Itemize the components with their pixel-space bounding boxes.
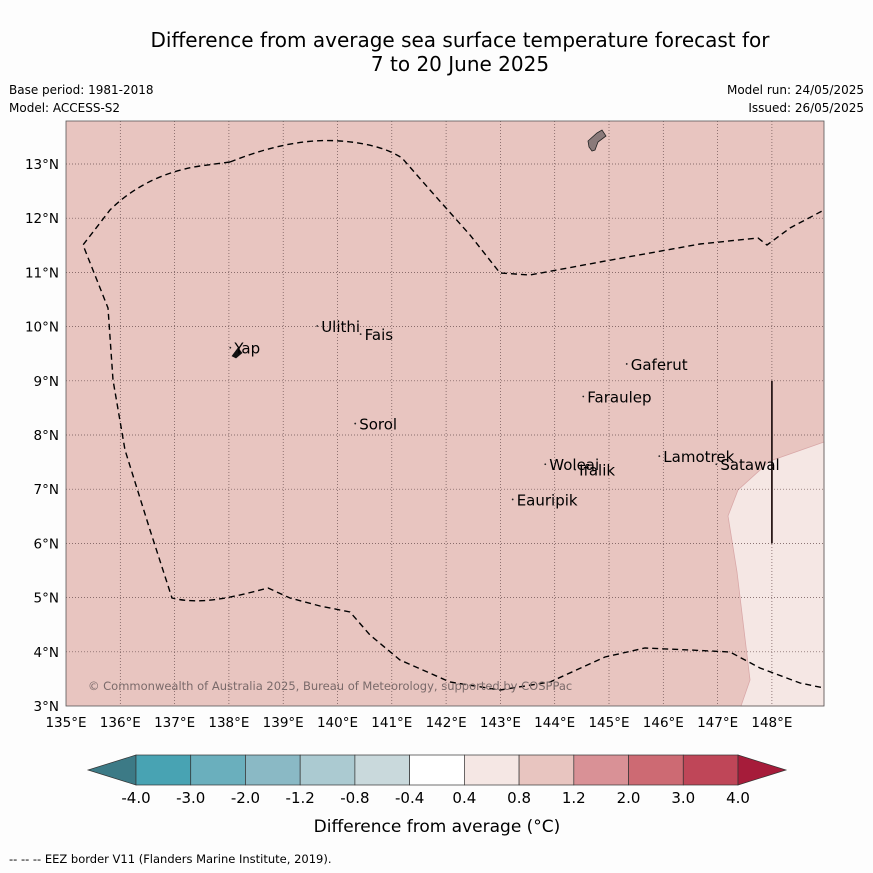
island-marker: [511, 498, 514, 501]
lon-tick-label: 146°E: [643, 715, 684, 731]
place-label-ifalik: Ifalik: [579, 462, 615, 480]
eez-footnote: -- -- -- EEZ border V11 (Flanders Marine…: [9, 852, 332, 866]
colorbar-bin: [299, 754, 356, 786]
lat-tick-label: 6°N: [34, 536, 59, 552]
island-marker: [316, 325, 319, 327]
colorbar-tick-label: 0.8: [507, 789, 531, 807]
lon-tick-label: 141°E: [371, 715, 412, 731]
lon-tick-label: 139°E: [263, 715, 304, 731]
meta-left: Base period: 1981-2018 Model: ACCESS-S2: [9, 81, 154, 117]
island-marker: [625, 363, 628, 365]
lat-tick-label: 4°N: [34, 645, 59, 661]
colorbar-bin: [464, 754, 520, 786]
lat-tick-label: 9°N: [34, 374, 59, 390]
colorbar-extend-low: [86, 754, 137, 786]
lat-tick-label: 12°N: [25, 211, 59, 227]
eez-border-north: [229, 139, 825, 276]
place-label-satawal: Satawal: [720, 456, 779, 474]
title-line-2: 7 to 20 June 2025: [370, 52, 550, 76]
place-label-fais: Fais: [365, 326, 394, 344]
base-period: Base period: 1981-2018: [9, 83, 154, 97]
lat-tick-label: 5°N: [34, 591, 59, 607]
lon-tick-label: 135°E: [45, 715, 86, 731]
colorbar-tick-label: 2.0: [617, 789, 641, 807]
island-marker: [354, 422, 357, 425]
lon-tick-label: 142°E: [426, 715, 467, 731]
eez-border-southwest: [82, 161, 825, 691]
island-marker: [582, 395, 585, 398]
colorbar-bin: [409, 754, 465, 786]
island-marker: [359, 333, 362, 336]
lon-tick-label: 140°E: [317, 715, 358, 731]
colorbar-bin: [190, 754, 246, 786]
island-marker: [658, 455, 661, 457]
colorbar-bin: [518, 754, 575, 786]
map-copyright: © Commonwealth of Australia 2025, Bureau…: [88, 679, 572, 693]
place-label-eauripik: Eauripik: [517, 491, 578, 509]
lat-tick-label: 10°N: [25, 320, 59, 336]
island-marker: [229, 346, 232, 349]
colorbar-tick-label: 4.0: [726, 789, 750, 807]
issued-date: Issued: 26/05/2025: [748, 101, 864, 115]
lon-tick-label: 144°E: [534, 715, 575, 731]
colorbar-bin: [682, 754, 739, 786]
map-frame: [65, 120, 825, 707]
island-marker: [574, 468, 577, 471]
colorbar-bin: [628, 754, 684, 786]
colorbar-tick-label: -0.8: [340, 789, 369, 807]
chart-title: Difference from average sea surface temp…: [80, 28, 840, 76]
title-line-1: Difference from average sea surface temp…: [150, 28, 770, 52]
colorbar-tick-label: -1.2: [286, 789, 315, 807]
lat-tick-label: 13°N: [25, 157, 59, 173]
colorbar-tick-label: 1.2: [562, 789, 586, 807]
island-marker: [715, 463, 718, 466]
colorbar-tick-label: -0.4: [395, 789, 424, 807]
lat-tick-label: 11°N: [25, 265, 59, 281]
colorbar-bin: [245, 754, 301, 786]
place-label-faraulep: Faraulep: [587, 388, 651, 406]
colorbar-title: Difference from average (°C): [314, 817, 561, 837]
place-label-gaferut: Gaferut: [631, 356, 688, 374]
colorbar-bin: [573, 754, 629, 786]
lon-tick-label: 137°E: [154, 715, 195, 731]
lon-tick-label: 147°E: [697, 715, 738, 731]
yap-island: [231, 347, 243, 359]
anomaly-field-background: [66, 121, 824, 706]
lon-tick-label: 143°E: [480, 715, 521, 731]
place-label-lamotrek: Lamotrek: [663, 448, 734, 466]
guam-island: [587, 129, 607, 152]
colorbar-tick-label: -2.0: [231, 789, 260, 807]
colorbar-extend-high: [737, 754, 788, 786]
lat-tick-label: 7°N: [34, 482, 59, 498]
colorbar-tick-label: 0.4: [452, 789, 476, 807]
model-name: Model: ACCESS-S2: [9, 101, 121, 115]
lat-tick-label: 3°N: [34, 699, 59, 715]
colorbar-tick-label: 3.0: [671, 789, 695, 807]
place-label-sorol: Sorol: [359, 416, 397, 434]
island-marker: [544, 463, 547, 466]
colorbar-tick-label: -3.0: [176, 789, 205, 807]
colorbar-bin: [354, 754, 410, 786]
place-label-woleai: Woleai: [549, 456, 599, 474]
colorbar-tick-label: -4.0: [121, 789, 150, 807]
lon-tick-label: 148°E: [751, 715, 792, 731]
lon-tick-label: 136°E: [100, 715, 141, 731]
meta-right: Model run: 24/05/2025 Issued: 26/05/2025: [727, 81, 864, 117]
place-label-ulithi: Ulithi: [321, 318, 360, 336]
place-label-yap: Yap: [233, 340, 260, 358]
lon-tick-label: 145°E: [588, 715, 629, 731]
lon-tick-label: 138°E: [208, 715, 249, 731]
lat-tick-label: 8°N: [34, 428, 59, 444]
colorbar-bin: [135, 754, 192, 786]
model-run: Model run: 24/05/2025: [726, 83, 864, 97]
